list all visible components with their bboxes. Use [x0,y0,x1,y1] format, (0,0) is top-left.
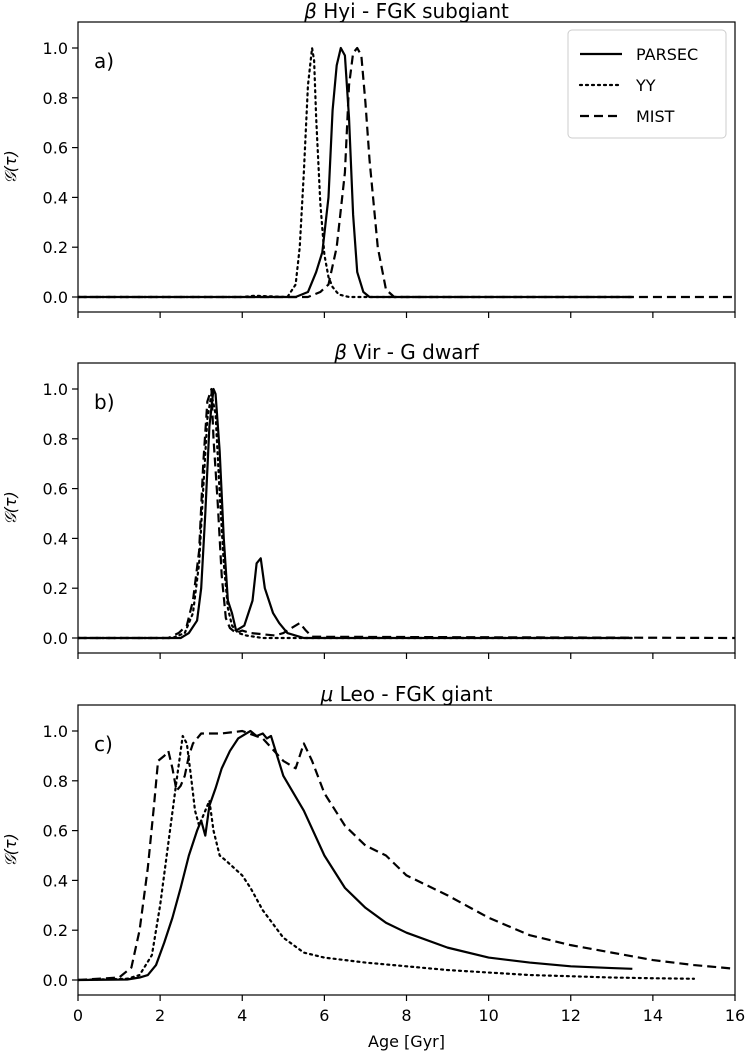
legend-label-yy: YY [635,76,656,95]
title-text: Hyi - FGK subgiant [317,0,509,23]
x-tick-label: 0 [73,1006,83,1025]
y-tick-label: 0.6 [43,480,68,499]
y-tick-label: 0.6 [43,822,68,841]
legend-label-parsec: PARSEC [636,45,698,64]
series-line-yy [78,734,696,982]
panel-1: β Hyi - FGK subgiant 0.0 0.2 0.4 0.6 0.8 1.0 𝒢(… [1,0,736,318]
panel-title: μ Leo - FGK giant [320,682,493,706]
legend-label-mist: MIST [636,107,675,126]
panel-label: c) [94,732,113,756]
y-axis-label: 𝒢(τ) [1,150,20,184]
y-tick-label: 0.0 [43,971,68,990]
series-line-yy [78,392,634,640]
legend: PARSEC YY MIST [567,29,727,139]
title-symbol: β [333,340,347,364]
panel-title: β Hyi - FGK subgiant [303,0,509,23]
series-line-yy [78,46,634,299]
y-tick-label: 0.0 [43,629,68,648]
y-tick-label: 0.8 [43,772,68,791]
title-text: Vir - G dwarf [347,340,480,364]
y-tick-label: 0.8 [43,430,68,449]
y-tick-label: 0.2 [43,921,68,940]
panel-3: μ Leo - FGK giant 0.0 0.2 0.4 0.6 0.8 1.0 0 2 4 6 8… [1,682,745,1051]
y-tick-label: 0.4 [43,529,68,548]
x-tick-label: 6 [319,1006,329,1025]
panel-label: a) [94,49,114,73]
y-axis-label: 𝒢(τ) [1,833,20,867]
series-line-mist [78,729,735,982]
y-tick-label: 1.0 [43,380,68,399]
y-axis-label: 𝒢(τ) [1,491,20,525]
series-line-parsec [78,387,633,640]
y-tick-label: 0.6 [43,139,68,158]
series-line-parsec [78,729,633,982]
x-axis-label: Age [Gyr] [368,1032,445,1051]
series-group [78,46,735,299]
title-symbol: β [303,0,317,23]
axes-frame [77,362,736,654]
y-tick-label: 0.2 [43,579,68,598]
y-tick-label: 1.0 [43,722,68,741]
x-tick-label: 16 [725,1006,745,1025]
panel-label: b) [94,390,115,414]
x-tick-label: 2 [155,1006,165,1025]
x-tick-label: 10 [478,1006,498,1025]
x-tick-label: 8 [401,1006,411,1025]
panel-title: β Vir - G dwarf [333,340,479,364]
y-tick-label: 0.4 [43,871,68,890]
x-tick-label: 12 [561,1006,581,1025]
x-tick-label: 4 [237,1006,247,1025]
series-line-mist [78,387,735,640]
legend-box [567,29,727,139]
y-tick-label: 1.0 [43,39,68,58]
axes-frame [77,704,736,996]
series-group [78,729,735,982]
y-tick-label: 0.8 [43,89,68,108]
series-group [78,387,735,640]
y-tick-label: 0.4 [43,188,68,207]
x-tick-label: 14 [643,1006,663,1025]
series-line-parsec [78,46,633,299]
title-text: Leo - FGK giant [333,682,492,706]
panel-2: β Vir - G dwarf 0.0 0.2 0.4 0.6 0.8 1.0 𝒢(τ) b) [1,340,736,659]
y-tick-label: 0.0 [43,288,68,307]
title-symbol: μ [320,682,334,706]
y-tick-label: 0.2 [43,238,68,257]
series-line-mist [78,46,735,299]
